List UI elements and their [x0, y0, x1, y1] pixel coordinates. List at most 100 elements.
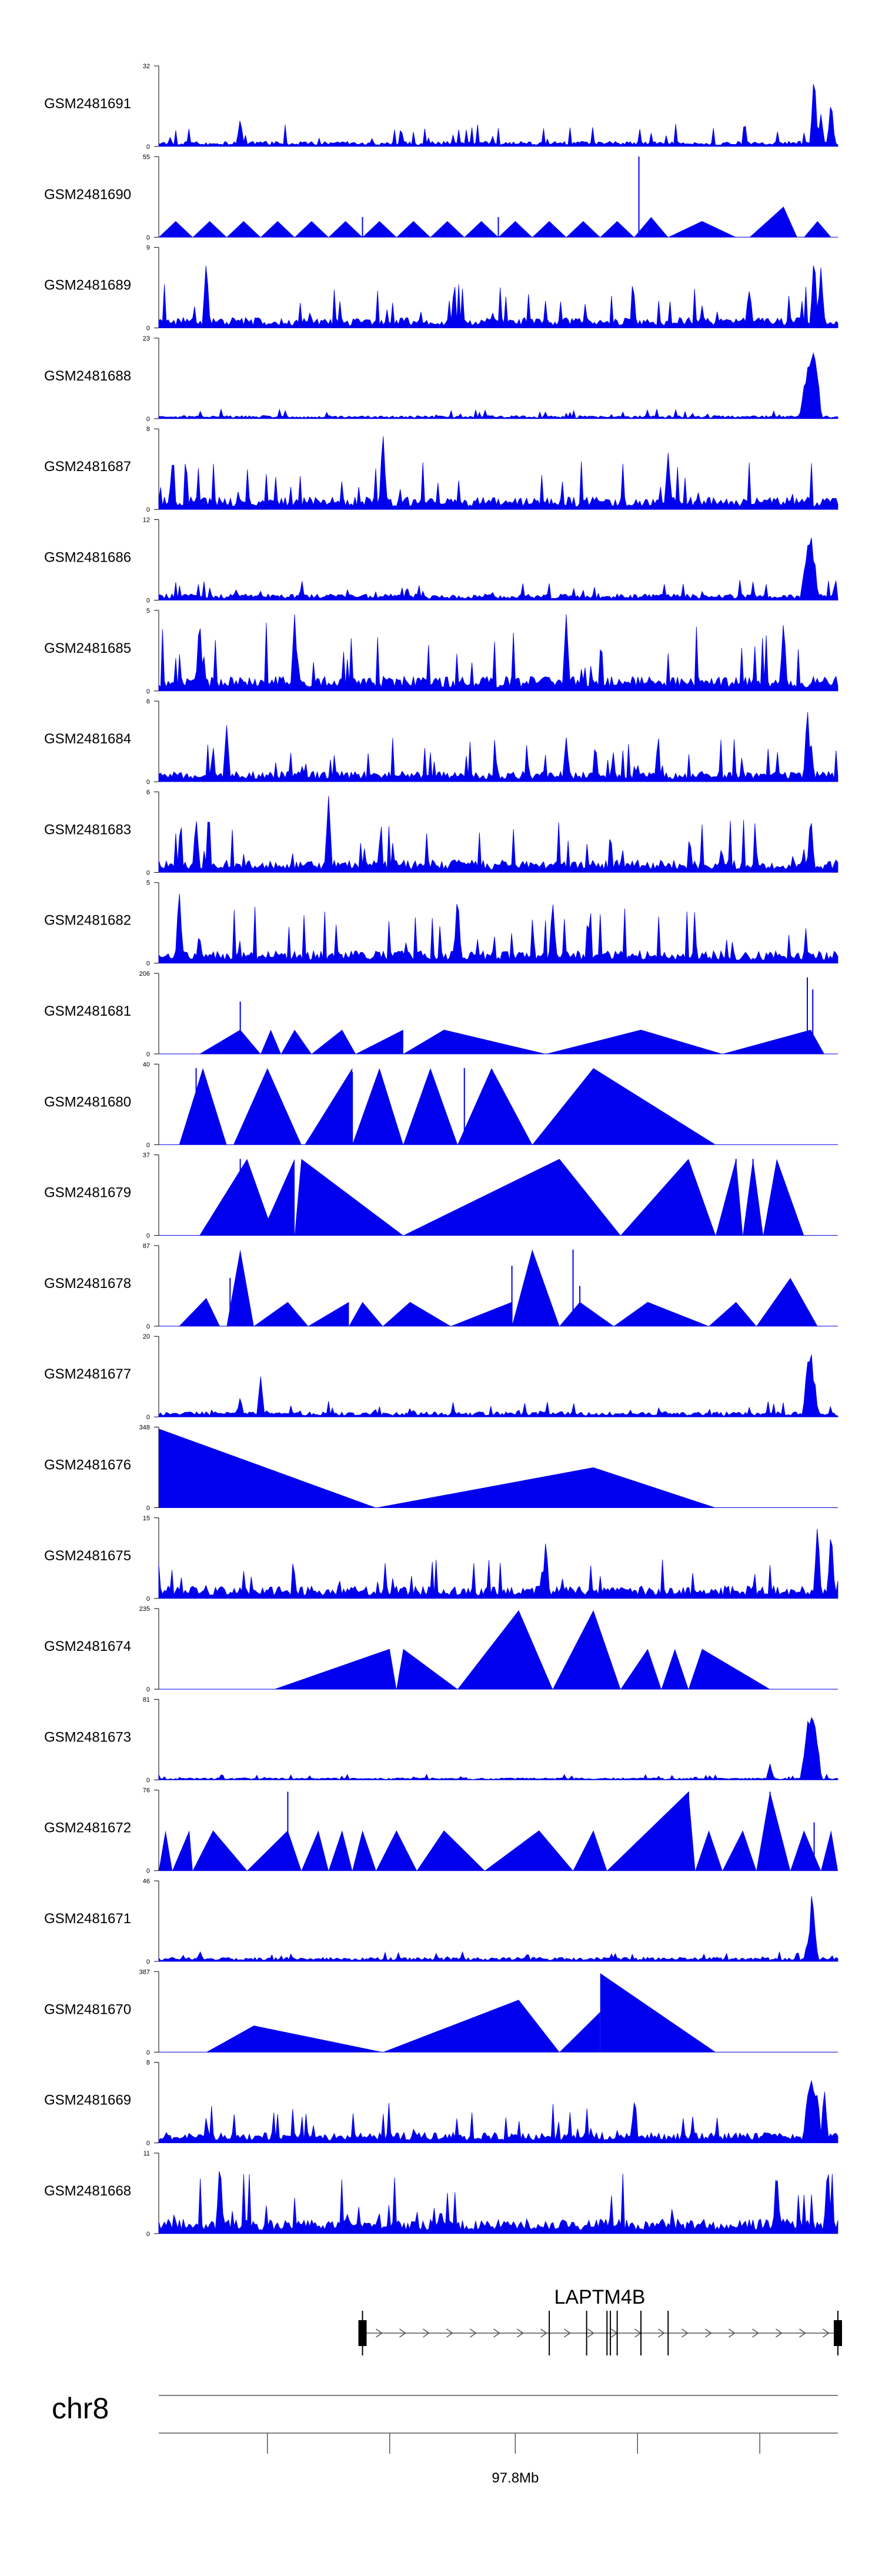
coverage-signal — [158, 712, 838, 782]
coverage-peak — [403, 1029, 546, 1054]
track-GSM2481668: GSM2481668 11 0 — [44, 2150, 838, 2238]
coverage-peak — [179, 1068, 227, 1145]
track-GSM2481688: GSM2481688 23 0 — [44, 335, 838, 423]
strand-arrow — [729, 2328, 736, 2338]
coverage-peak — [159, 1830, 173, 1871]
track-label: GSM2481686 — [44, 550, 131, 566]
y-min-label: 0 — [146, 416, 150, 423]
y-max-label: 12 — [143, 517, 150, 524]
coverage-peak — [260, 1159, 295, 1236]
coverage-signal — [158, 436, 838, 510]
track-GSM2481690: GSM2481690 55 0 — [44, 154, 838, 241]
track-GSM2481683: GSM2481683 6 0 — [44, 789, 838, 876]
track-label: GSM2481672 — [44, 1820, 131, 1836]
coverage-peak — [362, 221, 397, 238]
strand-arrow — [399, 2328, 406, 2338]
y-max-label: 55 — [143, 154, 150, 161]
track-label: GSM2481674 — [44, 1639, 131, 1654]
strand-arrow — [681, 2328, 689, 2338]
strand-arrow — [517, 2328, 524, 2338]
coverage-tracks: GSM2481691320GSM2481690550GSM248168990GS… — [44, 63, 838, 2238]
coverage-signal — [158, 352, 838, 419]
coverage-peak — [566, 221, 600, 238]
strand-arrow — [493, 2328, 500, 2338]
coverage-peak — [280, 1029, 312, 1054]
y-min-label: 0 — [146, 1686, 150, 1693]
coverage-peak — [790, 1830, 821, 1871]
coverage-peak — [199, 1159, 275, 1236]
y-max-label: 8 — [146, 426, 150, 433]
coverage-peak — [695, 1830, 723, 1871]
coverage-peak — [804, 221, 831, 238]
coverage-peak — [661, 1649, 689, 1690]
track-label: GSM2481687 — [44, 459, 131, 475]
y-max-label: 11 — [143, 2150, 150, 2157]
coverage-peak — [559, 2011, 600, 2053]
y-min-label: 0 — [146, 598, 150, 605]
track-GSM2481676: GSM2481676 348 0 — [44, 1424, 838, 1512]
track-GSM2481691: GSM2481691 32 0 — [44, 63, 838, 151]
coverage-peak — [260, 1029, 281, 1054]
y-min-label: 0 — [146, 1051, 150, 1058]
gene-annotation-track: LAPTM4B — [358, 2286, 842, 2355]
y-min-label: 0 — [146, 960, 150, 967]
y-max-label: 23 — [143, 335, 150, 342]
y-min-label: 0 — [146, 1233, 150, 1240]
strand-arrow — [776, 2328, 783, 2338]
coverage-peak — [226, 1249, 254, 1326]
coverage-peak — [172, 1830, 193, 1871]
coverage-peak — [464, 221, 499, 238]
coverage-peak — [274, 1649, 397, 1690]
track-label: GSM2481679 — [44, 1185, 131, 1201]
y-min-label: 0 — [146, 2140, 150, 2147]
coverage-peak — [688, 1649, 770, 1690]
coverage-peak — [600, 1973, 716, 2053]
coverage-signal — [158, 265, 838, 328]
coverage-peak — [600, 221, 634, 238]
track-label: GSM2481691 — [44, 96, 131, 112]
strand-arrow — [564, 2328, 571, 2338]
coverage-peak — [403, 1068, 458, 1145]
coverage-signal — [158, 1896, 838, 1962]
coverage-peak — [376, 1830, 417, 1871]
strand-arrow — [540, 2328, 547, 2338]
y-max-label: 15 — [143, 1515, 150, 1522]
coverage-peak — [295, 221, 329, 238]
coverage-peak — [328, 221, 363, 238]
coverage-peak — [722, 1830, 757, 1871]
coverage-peak — [709, 1302, 757, 1326]
strand-arrow — [587, 2328, 594, 2338]
coverage-peak — [233, 1068, 302, 1145]
strand-arrow — [823, 2328, 830, 2338]
y-max-label: 6 — [146, 698, 150, 705]
track-label: GSM2481669 — [44, 2093, 131, 2108]
track-label: GSM2481680 — [44, 1094, 131, 1110]
coverage-peak — [305, 1068, 353, 1145]
track-label: GSM2481668 — [44, 2183, 131, 2199]
track-GSM2481682: GSM2481682 5 0 — [44, 880, 838, 967]
coverage-peak — [416, 1830, 485, 1871]
y-max-label: 5 — [146, 608, 150, 615]
y-max-label: 235 — [139, 1606, 150, 1613]
y-min-label: 0 — [146, 234, 150, 241]
track-GSM2481685: GSM2481685 5 0 — [44, 608, 838, 695]
coverage-peak — [226, 221, 261, 238]
coverage-signal — [158, 893, 838, 964]
y-max-label: 20 — [143, 1333, 150, 1340]
coverage-peak — [192, 1830, 248, 1871]
coverage-peak — [247, 1830, 302, 1871]
strand-arrow — [423, 2328, 430, 2338]
y-min-label: 0 — [146, 1505, 150, 1512]
y-max-label: 46 — [143, 1878, 150, 1885]
gene-name: LAPTM4B — [554, 2286, 646, 2308]
track-GSM2481684: GSM2481684 6 0 — [44, 698, 838, 786]
track-GSM2481677: GSM2481677 20 0 — [44, 1333, 838, 1421]
coverage-peak — [532, 1068, 716, 1145]
track-label: GSM2481676 — [44, 1457, 131, 1473]
coverage-signal — [158, 2171, 838, 2234]
coverage-signal — [158, 1354, 838, 1417]
coverage-peak — [311, 1029, 356, 1054]
genome-position-label: 97.8Mb — [492, 2470, 539, 2486]
y-max-label: 87 — [143, 1243, 150, 1250]
strand-arrow — [658, 2328, 665, 2338]
